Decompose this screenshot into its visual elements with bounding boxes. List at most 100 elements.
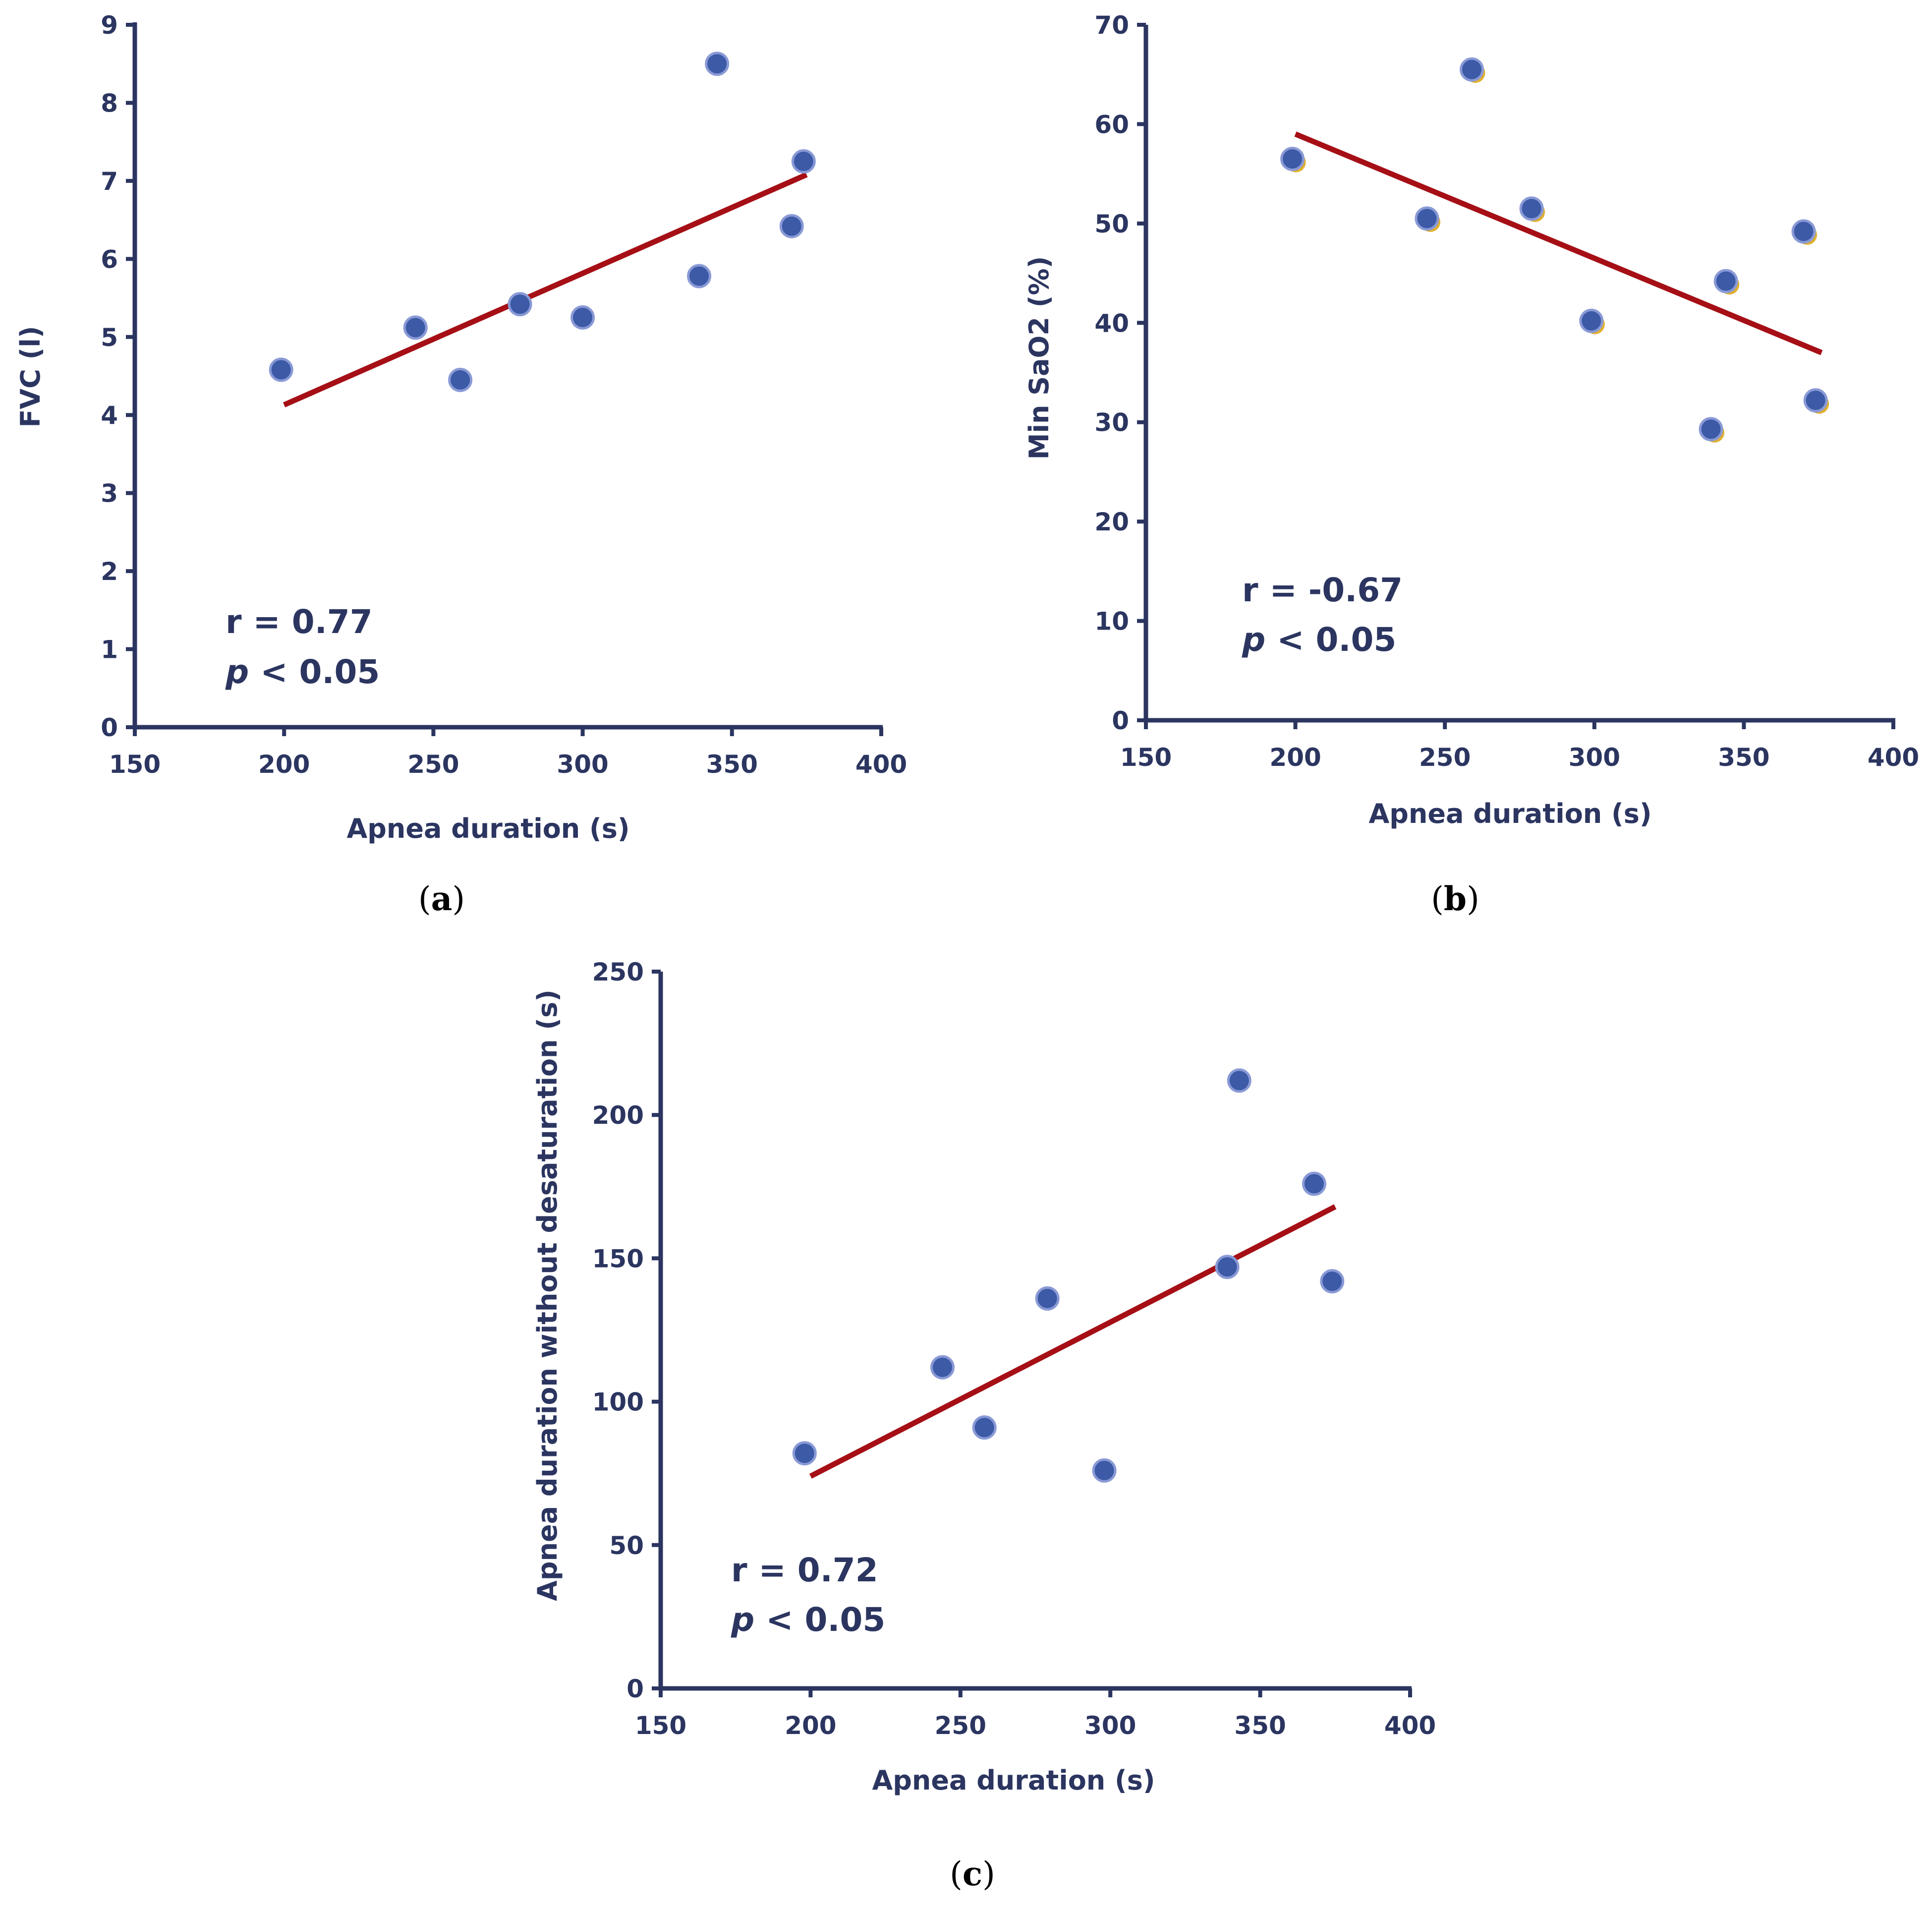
chart-c-point bbox=[792, 1441, 817, 1466]
chart-b-point bbox=[1699, 417, 1723, 442]
chart-a-ytick-label: 9 bbox=[101, 11, 118, 40]
chart-c-ytick-label: 100 bbox=[592, 1388, 644, 1417]
chart-c-panel-open: ( bbox=[950, 1855, 963, 1893]
chart-c-points bbox=[792, 1068, 1345, 1483]
chart-b-p-symbol: p bbox=[1242, 621, 1265, 659]
chart-c-point bbox=[1302, 1171, 1326, 1196]
chart-a-ytick-label: 0 bbox=[101, 713, 118, 742]
chart-a-p-threshold: < 0.05 bbox=[249, 653, 380, 691]
chart-c-point bbox=[1215, 1255, 1240, 1279]
chart-c-point bbox=[1320, 1269, 1345, 1294]
chart-a-p-value: p < 0.05 bbox=[225, 653, 380, 691]
chart-c-apnea-without-desaturation: 0 50 100 150 200 250 150 200 250 300 350 400 Apnea… bbox=[532, 958, 1436, 1893]
chart-b-panel-open: ( bbox=[1431, 880, 1444, 918]
chart-b-xtick-label: 350 bbox=[1718, 743, 1769, 772]
chart-c-point bbox=[972, 1415, 997, 1440]
chart-c-ytick-label: 250 bbox=[592, 958, 644, 986]
chart-c-p-threshold: < 0.05 bbox=[754, 1601, 885, 1639]
chart-a-point bbox=[791, 149, 816, 174]
chart-c-point bbox=[1035, 1286, 1060, 1311]
chart-b-panel-label: (b) bbox=[1431, 879, 1479, 918]
chart-c-ytick-label: 0 bbox=[626, 1675, 644, 1703]
chart-b-point bbox=[1713, 269, 1738, 293]
chart-b-xtick-label: 400 bbox=[1868, 743, 1919, 772]
chart-c-r-value: r = 0.72 bbox=[731, 1551, 878, 1589]
chart-b-panel-close: ) bbox=[1467, 880, 1479, 918]
chart-a-trend-line bbox=[283, 172, 808, 407]
chart-c-point bbox=[930, 1355, 955, 1380]
chart-b-x-label: Apnea duration (s) bbox=[1368, 798, 1651, 829]
chart-b-xtick-label: 300 bbox=[1569, 743, 1620, 772]
chart-a-y-label: FVC (l) bbox=[15, 326, 46, 428]
chart-b-point bbox=[1519, 196, 1544, 221]
chart-b-point bbox=[1803, 388, 1828, 413]
chart-c-ytick-label: 150 bbox=[592, 1244, 644, 1273]
chart-b-ytick-label: 40 bbox=[1094, 309, 1129, 338]
chart-a-point bbox=[508, 292, 532, 317]
chart-a-panel-letter: a bbox=[431, 879, 453, 918]
chart-c-panel-letter: c bbox=[963, 1854, 982, 1893]
chart-b-r-value: r = -0.67 bbox=[1242, 571, 1403, 609]
chart-a-xtick-label: 250 bbox=[407, 750, 459, 779]
chart-a-ytick-label: 5 bbox=[101, 323, 118, 352]
chart-b-p-threshold: < 0.05 bbox=[1265, 621, 1396, 659]
chart-a-ytick-label: 4 bbox=[101, 401, 118, 430]
chart-a-ytick-label: 3 bbox=[101, 479, 118, 508]
chart-c-xtick-label: 200 bbox=[785, 1711, 836, 1740]
chart-b-points bbox=[1280, 57, 1829, 443]
chart-b-point bbox=[1791, 219, 1816, 244]
chart-a-point bbox=[403, 315, 428, 340]
chart-b-trend-line bbox=[1294, 131, 1823, 355]
chart-c-ytick-label: 200 bbox=[592, 1101, 644, 1130]
chart-a-xtick-label: 200 bbox=[258, 750, 310, 779]
chart-a-panel-open: ( bbox=[418, 880, 431, 918]
chart-c-ytick-label: 50 bbox=[609, 1531, 644, 1560]
chart-c-x-ticks: 150 200 250 300 350 400 bbox=[635, 1688, 1436, 1740]
chart-a-panel-label: (a) bbox=[418, 879, 465, 918]
chart-b-ytick-label: 0 bbox=[1112, 706, 1129, 735]
chart-a-xtick-label: 300 bbox=[557, 750, 608, 779]
chart-a-point bbox=[687, 264, 712, 289]
chart-c-x-label: Apnea duration (s) bbox=[872, 1765, 1155, 1796]
chart-c-y-label: Apnea duration without desaturation (s) bbox=[532, 989, 563, 1601]
chart-b-xtick-label: 200 bbox=[1269, 743, 1321, 772]
chart-b-x-ticks: 150 200 250 300 350 400 bbox=[1120, 720, 1919, 772]
chart-c-xtick-label: 250 bbox=[935, 1711, 986, 1740]
chart-c-xtick-label: 350 bbox=[1234, 1711, 1286, 1740]
chart-c-panel-close: ) bbox=[982, 1855, 995, 1893]
chart-c-point bbox=[1092, 1458, 1117, 1483]
chart-c-p-symbol: p bbox=[731, 1601, 754, 1639]
chart-b-ytick-label: 30 bbox=[1094, 408, 1129, 437]
chart-b-p-value: p < 0.05 bbox=[1242, 621, 1396, 659]
chart-b-point bbox=[1415, 206, 1439, 231]
chart-b-ytick-label: 20 bbox=[1094, 508, 1129, 536]
chart-a-ytick-label: 7 bbox=[101, 167, 118, 196]
chart-b-ytick-label: 60 bbox=[1094, 110, 1129, 139]
chart-c-xtick-label: 150 bbox=[635, 1711, 686, 1740]
chart-c-p-value: p < 0.05 bbox=[731, 1601, 885, 1639]
chart-b-ytick-label: 70 bbox=[1094, 11, 1129, 40]
chart-b-point bbox=[1459, 57, 1484, 82]
chart-c-xtick-label: 400 bbox=[1384, 1711, 1436, 1740]
chart-b-panel-letter: b bbox=[1444, 879, 1467, 918]
chart-b-y-ticks: 0 10 20 30 40 50 60 70 bbox=[1094, 11, 1146, 735]
chart-b-xtick-label: 250 bbox=[1419, 743, 1471, 772]
chart-a-fvc: 0 1 2 3 4 5 6 7 8 9 150 200 250 300 350 400 Apnea dura… bbox=[15, 11, 907, 918]
chart-b-y-label: Min SaO2 (%) bbox=[1023, 256, 1055, 460]
chart-a-x-label: Apnea duration (s) bbox=[346, 813, 629, 844]
chart-a-ytick-label: 2 bbox=[101, 557, 118, 586]
chart-b-ytick-label: 50 bbox=[1094, 210, 1129, 238]
chart-a-ytick-label: 6 bbox=[101, 245, 118, 274]
chart-a-p-symbol: p bbox=[225, 653, 249, 691]
chart-a-point bbox=[705, 52, 730, 76]
chart-c-xtick-label: 300 bbox=[1084, 1711, 1136, 1740]
chart-a-ytick-label: 1 bbox=[101, 636, 118, 664]
chart-a-xtick-label: 350 bbox=[706, 750, 758, 779]
chart-a-xtick-label: 400 bbox=[855, 750, 907, 779]
chart-a-r-value: r = 0.77 bbox=[226, 603, 373, 641]
chart-a-ytick-label: 8 bbox=[101, 89, 118, 117]
chart-b-xtick-label: 150 bbox=[1120, 743, 1172, 772]
chart-a-xtick-label: 150 bbox=[109, 750, 161, 779]
chart-c-panel-label: (c) bbox=[950, 1854, 995, 1893]
